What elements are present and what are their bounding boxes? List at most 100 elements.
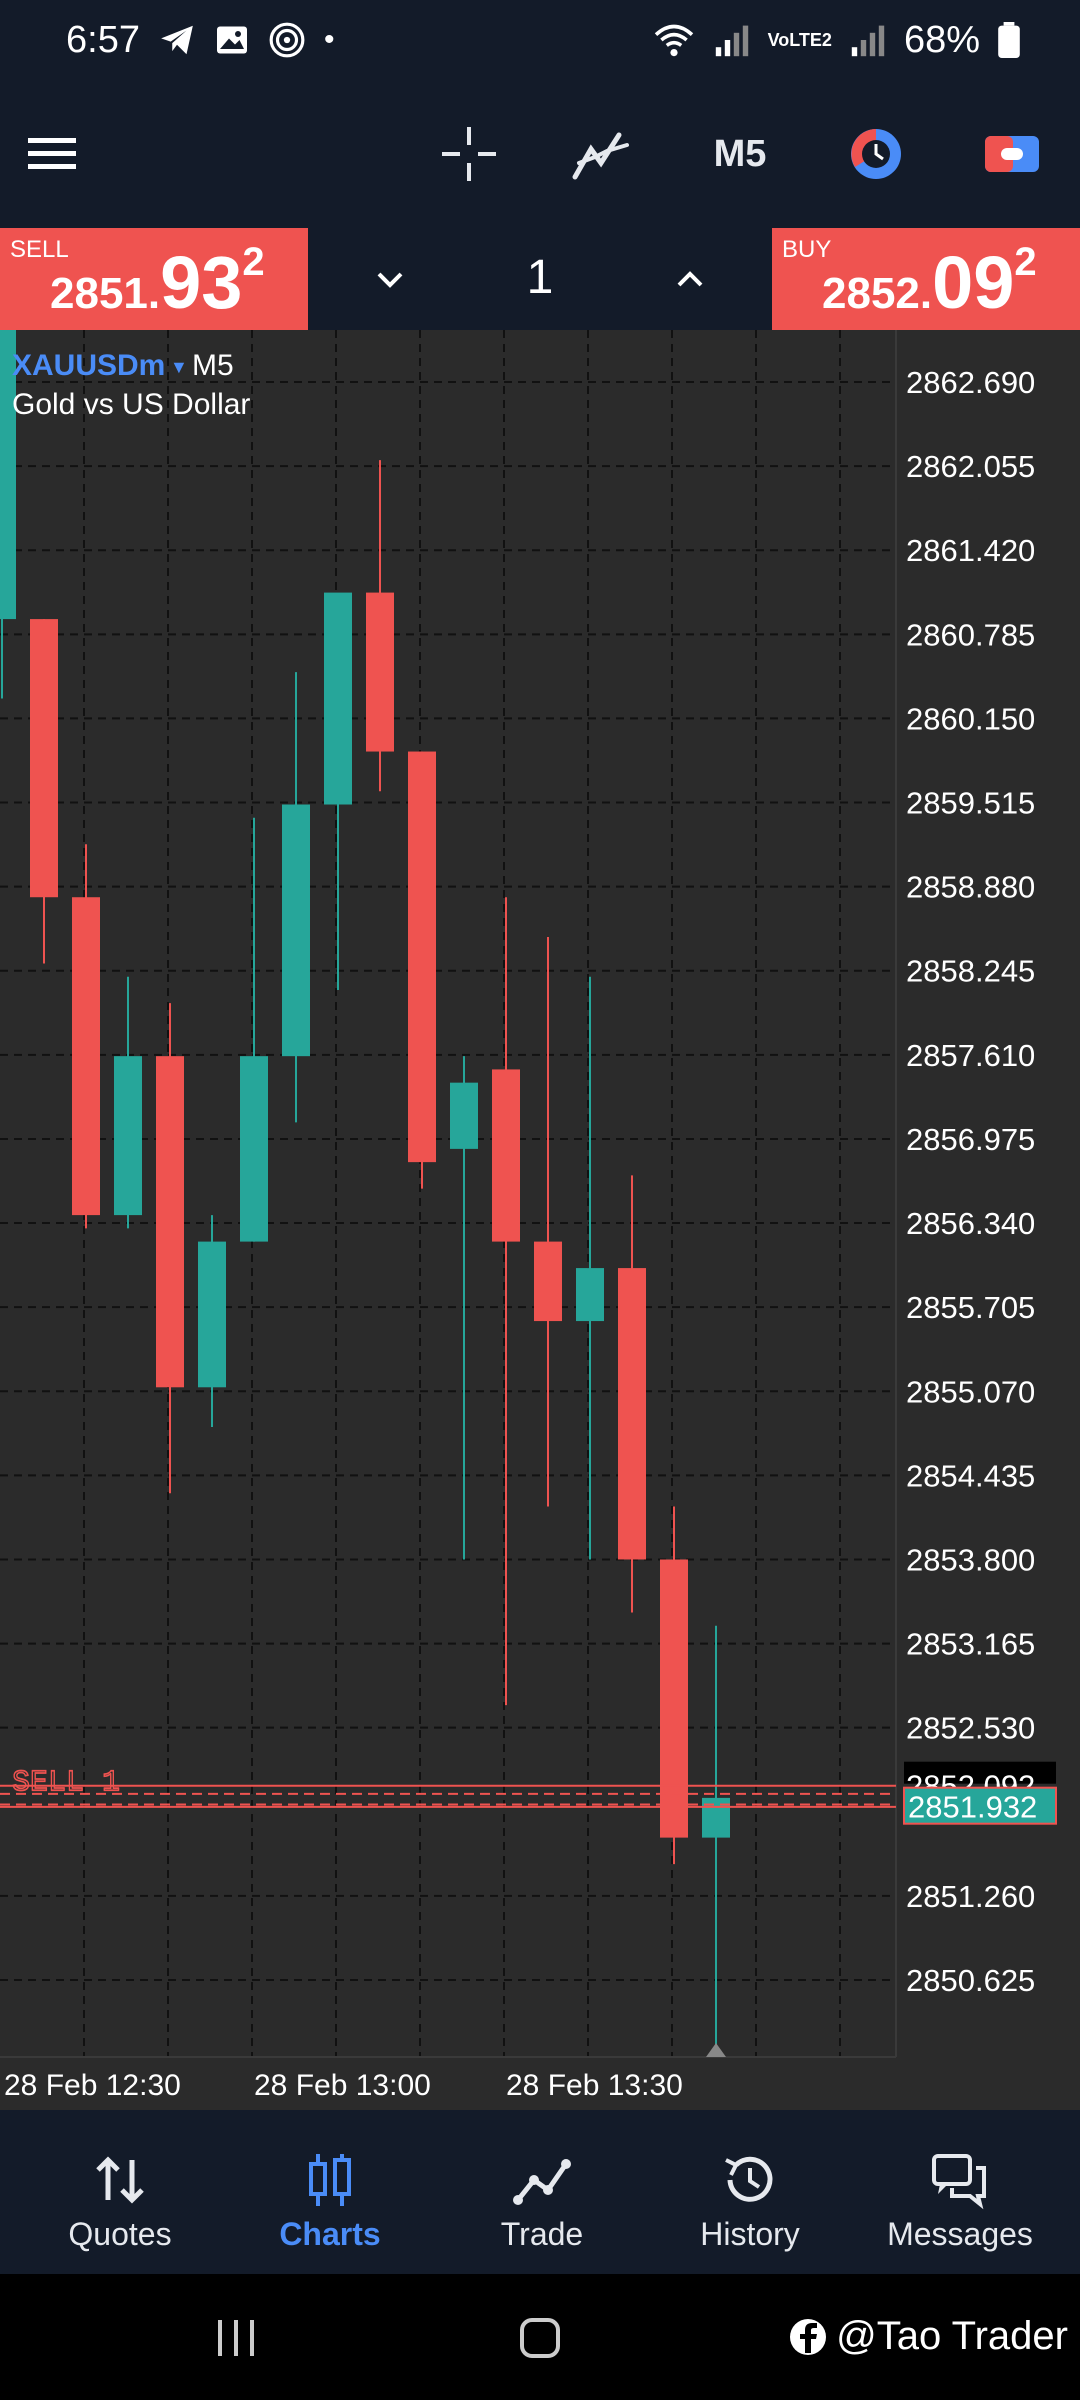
lot-decrease-button[interactable] [365, 254, 415, 304]
y-tick-label: 2857.610 [906, 1038, 1035, 1073]
y-tick-label: 2862.055 [906, 449, 1035, 484]
y-tick-label: 2854.435 [906, 1458, 1035, 1493]
candle [30, 619, 58, 964]
y-tick-label: 2858.880 [906, 870, 1035, 905]
notification-dot: • [323, 23, 335, 56]
buy-price: 2852.092 [822, 240, 1037, 324]
candle-body [156, 1056, 184, 1388]
order-line-label[interactable]: SELL 1 [11, 1766, 120, 1801]
order-line-label[interactable]: SELL 1 [11, 1765, 120, 1800]
gallery-icon [216, 26, 247, 54]
crosshair-icon [442, 127, 496, 181]
home-button[interactable] [518, 2316, 562, 2360]
candle-body [576, 1268, 604, 1322]
signal-2-icon [851, 25, 885, 57]
status-bar: 6:57 • VoLTE2 68% [0, 0, 1080, 80]
candle-body [366, 592, 394, 752]
candle-body [450, 1082, 478, 1149]
battery-icon [998, 22, 1020, 58]
chart-toolbar: M5 [0, 80, 1080, 230]
bid-price-label: 2851.932 [908, 1790, 1037, 1825]
y-tick-label: 2851.260 [906, 1879, 1035, 1914]
x-tick-label: 28 Feb 13:30 [506, 2069, 683, 2102]
candle [492, 897, 520, 1706]
candle-body [72, 897, 100, 1216]
account-toggle-button[interactable] [980, 114, 1044, 194]
candle [660, 1506, 688, 1865]
indicators-icon [572, 132, 629, 180]
y-tick-label: 2860.785 [906, 617, 1035, 652]
candle [450, 1056, 478, 1560]
candle-body [408, 751, 436, 1163]
x-tick-label: 28 Feb 12:30 [4, 2069, 181, 2102]
y-tick-label: 2862.690 [906, 365, 1035, 400]
candle [0, 330, 16, 699]
one-click-trading-button[interactable] [840, 114, 912, 194]
candle [156, 1003, 184, 1494]
telegram-icon [161, 25, 193, 55]
candle [366, 460, 394, 792]
symbol-dropdown-icon[interactable]: ▼ [170, 357, 188, 377]
nav-charts[interactable]: Charts [222, 2110, 438, 2274]
watermark: @Tao Trader [788, 2314, 1068, 2359]
candle [618, 1175, 646, 1613]
candle-body [30, 619, 58, 898]
candle-body [324, 592, 352, 805]
one-click-trading-icon [851, 129, 901, 179]
y-tick-label: 2856.975 [906, 1122, 1035, 1157]
y-tick-label: 2853.165 [906, 1627, 1035, 1662]
lot-increase-button[interactable] [665, 254, 715, 304]
fingerprint-icon [269, 22, 305, 58]
y-tick-label: 2855.705 [906, 1290, 1035, 1325]
nav-trade[interactable]: Trade [434, 2110, 650, 2274]
status-time: 6:57 [66, 18, 140, 61]
recent-apps-button[interactable] [214, 2318, 258, 2358]
quotes-icon [96, 2156, 144, 2204]
buy-label: BUY [782, 236, 832, 263]
signal-icon [715, 25, 748, 57]
menu-icon [28, 138, 76, 169]
chart-timeframe: M5 [192, 349, 234, 382]
y-tick-label: 2850.625 [906, 1963, 1035, 1998]
lot-selector: 1 [308, 228, 772, 330]
bottom-nav: Quotes Charts Trade History Messages [0, 2110, 1080, 2274]
volte-label: VoLTE2 [767, 29, 832, 50]
system-nav-bar: @Tao Trader [0, 2274, 1080, 2400]
candle [198, 1215, 226, 1428]
trade-panel: SELL 2851.932 1 BUY 2852.092 [0, 228, 1080, 330]
sell-label: SELL [10, 236, 69, 263]
y-tick-label: 2856.340 [906, 1206, 1035, 1241]
nav-quotes[interactable]: Quotes [12, 2110, 228, 2274]
nav-messages[interactable]: Messages [852, 2110, 1068, 2274]
candle [282, 672, 310, 1123]
battery-percent: 68% [903, 18, 980, 61]
current-bar-marker [706, 2043, 726, 2057]
candle-body [618, 1268, 646, 1560]
menu-button[interactable] [20, 114, 84, 194]
charts-icon [309, 2154, 351, 2206]
candle-body [0, 330, 16, 620]
trade-icon [513, 2159, 571, 2205]
y-tick-label: 2855.070 [906, 1374, 1035, 1409]
messages-icon [932, 2154, 986, 2210]
chart-symbol[interactable]: XAUUSDm [12, 349, 165, 382]
y-tick-label: 2852.530 [906, 1711, 1035, 1746]
candle-body [282, 804, 310, 1057]
crosshair-button[interactable] [434, 114, 504, 194]
lot-value[interactable]: 1 [526, 251, 554, 304]
candle-body [492, 1069, 520, 1242]
sell-button[interactable]: SELL 2851.932 [0, 228, 308, 330]
candle-body [534, 1241, 562, 1322]
candle-body [240, 1056, 268, 1242]
nav-history[interactable]: History [642, 2110, 858, 2274]
wifi-icon [654, 24, 693, 57]
timeframe-button[interactable]: M5 [713, 132, 767, 175]
buy-button[interactable]: BUY 2852.092 [772, 228, 1080, 330]
indicators-button[interactable] [566, 114, 636, 194]
candle-body [198, 1241, 226, 1388]
candle-body [660, 1559, 688, 1838]
account-toggle-icon [985, 136, 1039, 172]
y-tick-label: 2858.245 [906, 954, 1035, 989]
sell-price: 2851.932 [50, 240, 265, 324]
